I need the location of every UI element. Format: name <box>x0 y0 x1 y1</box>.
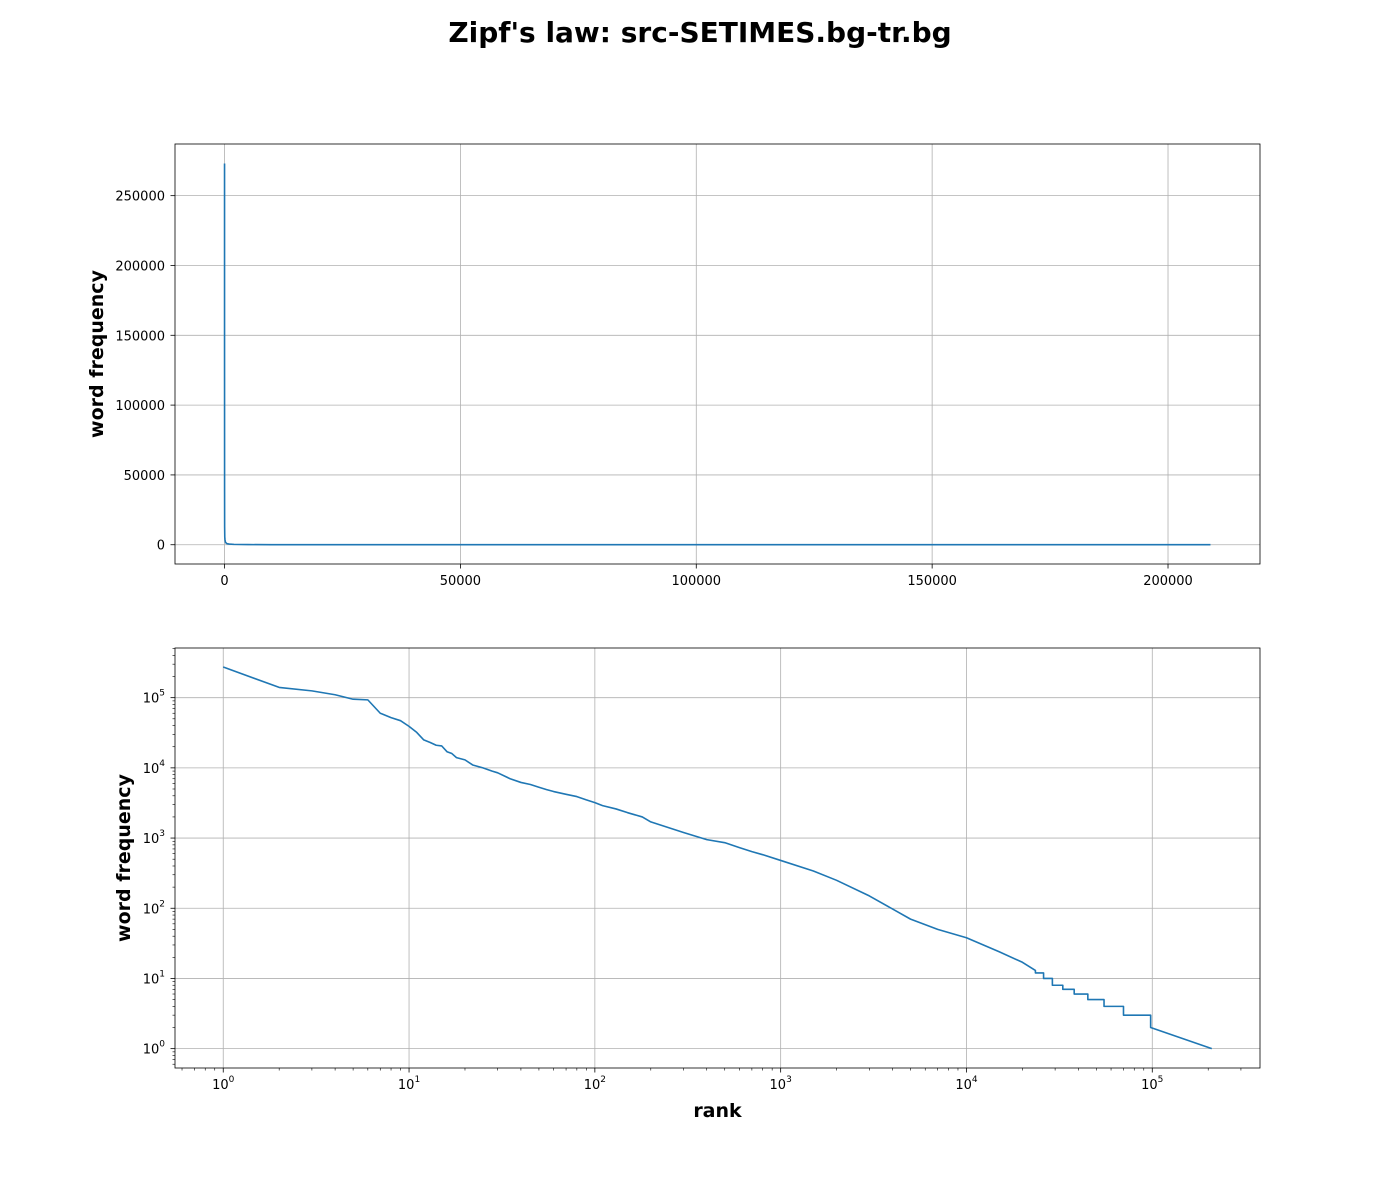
log-x-tick-label-1: 101 <box>398 1075 420 1093</box>
linear-y-tick-label-2: 100000 <box>115 399 165 414</box>
log-x-tick-label-0: 100 <box>212 1075 235 1093</box>
linear-series-line-0 <box>223 163 1211 546</box>
linear-y-tick-label-4: 200000 <box>115 259 165 274</box>
log-x-tick-label-4: 104 <box>955 1075 978 1093</box>
log-y-tick-label-1: 101 <box>143 969 165 987</box>
linear-y-tick-label-3: 150000 <box>115 329 165 344</box>
linear-x-tick-label-3: 150000 <box>907 574 957 589</box>
linear-y-tick-label-5: 250000 <box>115 190 165 205</box>
log-y-tick-label-4: 104 <box>143 759 166 777</box>
linear-y-tick-label-0: 0 <box>157 539 165 554</box>
log-axes-frame <box>174 647 1261 1069</box>
linear-x-tick-label-0: 0 <box>220 574 228 589</box>
log-y-tick-label-0: 100 <box>143 1040 166 1058</box>
linear-plot: 0 50000 100000 150000 200000 0 50000 100000 1500… <box>86 143 1261 589</box>
linear-x-tick-label-1: 50000 <box>440 574 481 589</box>
linear-x-tick-label-4: 200000 <box>1143 574 1193 589</box>
log-plot: 100 101 102 103 104 105 100 101 102 103 104 105 word… <box>113 647 1261 1122</box>
log-x-tick-label-3: 103 <box>770 1075 792 1093</box>
log-y-tick-label-5: 105 <box>143 689 165 707</box>
log-y-axis-label: word frequency <box>113 773 135 942</box>
figure-title: Zipf's law: src-SETIMES.bg-tr.bg <box>448 16 952 49</box>
linear-axes-frame <box>174 143 1261 565</box>
log-series-line-0 <box>222 666 1213 1050</box>
log-x-axis-label: rank <box>693 1100 742 1122</box>
log-y-tick-label-3: 103 <box>143 829 165 847</box>
linear-y-axis-label: word frequency <box>86 269 108 438</box>
linear-x-tick-label-2: 100000 <box>671 574 721 589</box>
log-x-tick-label-2: 102 <box>584 1075 606 1093</box>
log-y-tick-label-2: 102 <box>143 899 165 917</box>
log-x-tick-label-5: 105 <box>1141 1075 1163 1093</box>
linear-y-tick-label-1: 50000 <box>124 469 165 484</box>
